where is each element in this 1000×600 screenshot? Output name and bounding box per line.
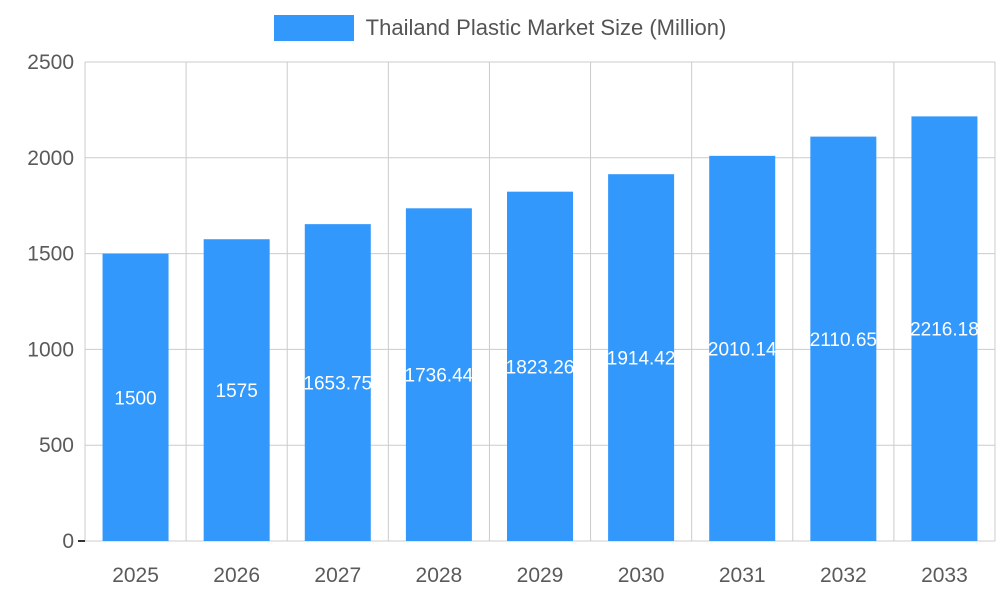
x-tick-label: 2031 [719,564,766,587]
y-tick-label: 0 [62,530,74,553]
x-tick-label: 2030 [618,564,665,587]
bar-value-label: 2010.14 [708,339,777,360]
x-tick-label: 2028 [416,564,463,587]
bar-value-label: 1736.44 [405,366,474,387]
y-tick-label: 1000 [27,338,74,361]
x-tick-label: 2027 [314,564,361,587]
legend: Thailand Plastic Market Size (Million) [0,15,1000,41]
bar[interactable] [709,155,776,541]
bar[interactable] [810,136,877,541]
bar-value-label: 1575 [216,381,258,402]
y-tick-label: 1500 [27,243,74,266]
bar[interactable] [608,174,675,541]
legend-swatch [273,15,354,41]
bar[interactable] [911,116,978,541]
x-tick-label: 2026 [213,564,260,587]
bar-value-label: 1823.26 [506,357,575,378]
bar[interactable] [304,224,371,542]
y-tick-label: 2000 [27,147,74,170]
bar[interactable] [203,239,270,542]
bar-value-label: 2216.18 [910,320,979,341]
bar-value-label: 1914.42 [607,349,676,370]
y-tick-label: 500 [39,434,74,457]
bar-value-label: 2110.65 [810,330,877,351]
y-tick-label: 2500 [27,51,74,74]
x-tick-label: 2029 [517,564,564,587]
bar-value-label: 1500 [114,388,156,409]
bar[interactable] [102,253,169,541]
bar-value-label: 1653.75 [303,374,372,395]
x-tick-label: 2025 [112,564,159,587]
bar[interactable] [507,191,573,541]
x-tick-label: 2032 [820,564,867,587]
x-tick-label: 2033 [921,564,968,587]
bar[interactable] [405,208,472,541]
legend-label: Thailand Plastic Market Size (Million) [365,15,727,40]
